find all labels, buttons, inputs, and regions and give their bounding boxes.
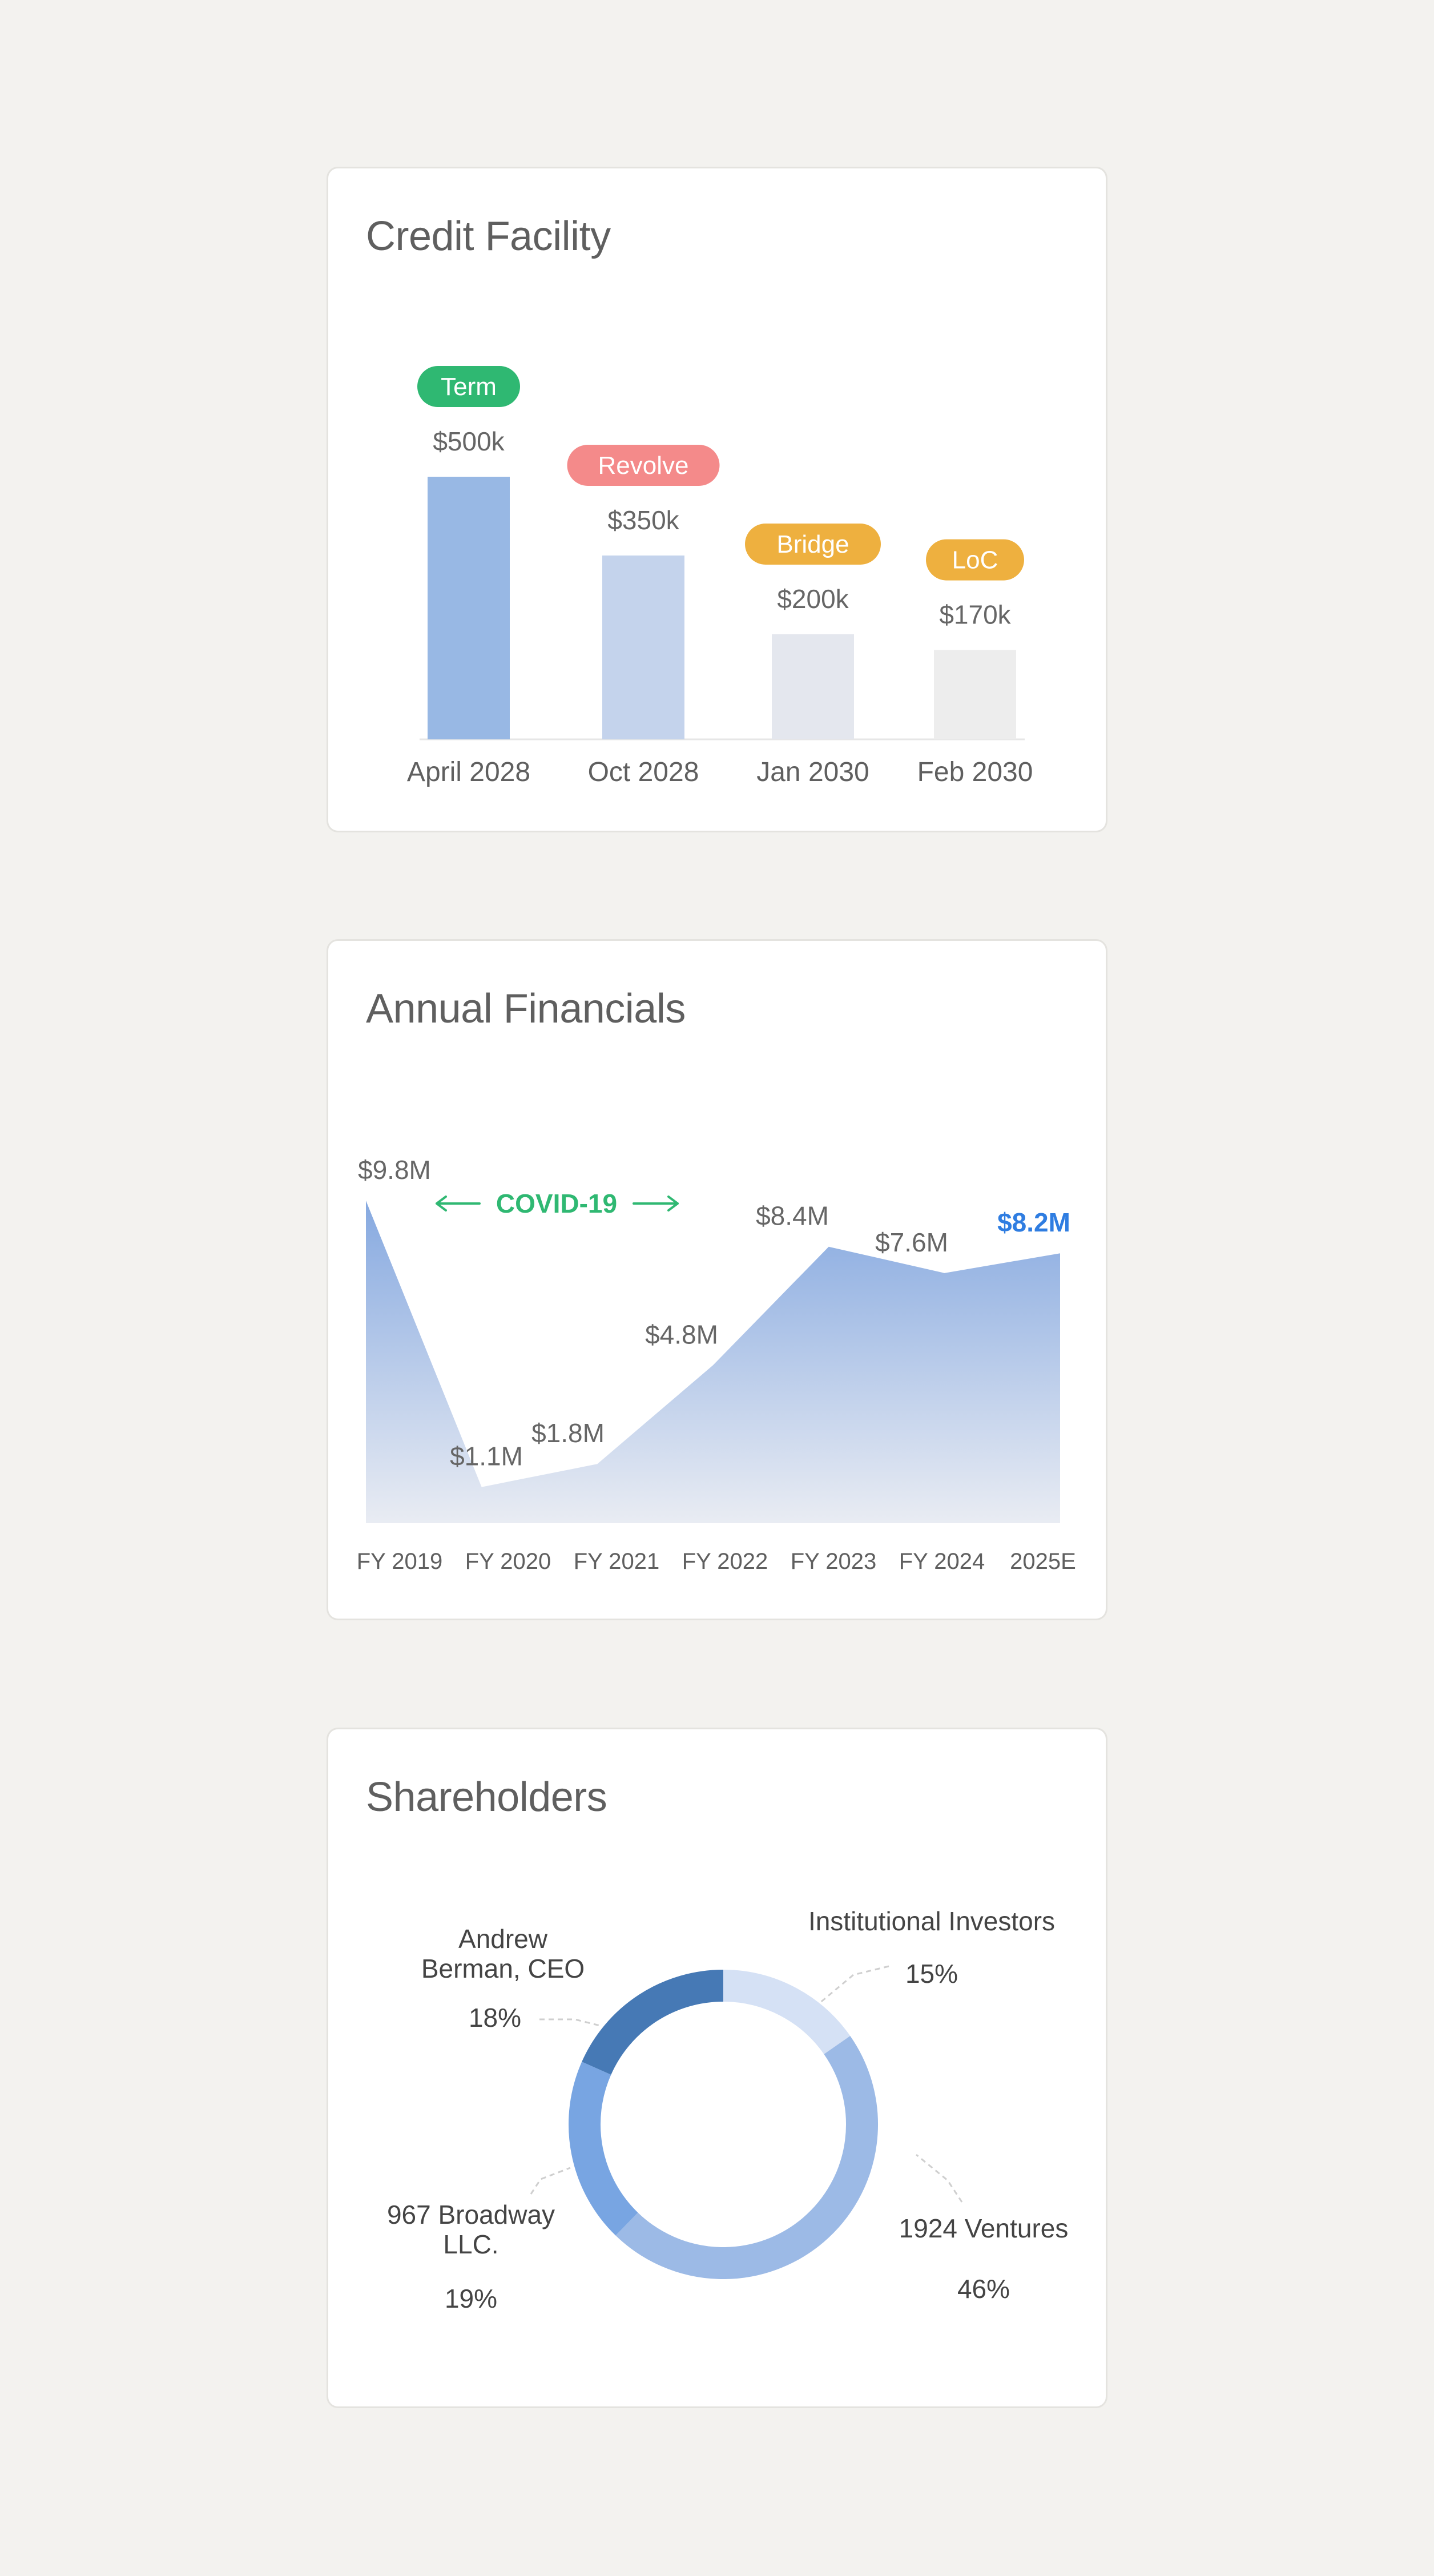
bar-tag-label: LoC [952,546,998,574]
area-x-tick-label: FY 2023 [791,1549,877,1574]
area-value-label: $8.4M [756,1201,829,1231]
donut-slice [569,2062,638,2236]
area-value-label: $7.6M [875,1227,948,1257]
donut-slice-label: 967 Broadway [387,2200,555,2229]
bar-category-label: April 2028 [407,757,530,787]
area-value-label: $9.8M [358,1155,431,1185]
bar [772,634,854,739]
bar-value-label: $500k [433,426,505,456]
credit-facility-chart: $500k Term April 2028 $350k Revolve Oct 2028 $… [407,366,1033,787]
shareholders-card: Shareholders Institutional Investors 15% 1… [327,1728,1107,2408]
area-x-tick-label: FY 2019 [357,1549,443,1574]
bar-tag-label: Bridge [776,530,849,558]
donut-slice-label: Institutional Investors [808,1906,1055,1936]
area-series [366,1201,1060,1523]
bar-category-label: Jan 2030 [756,757,869,787]
area-x-tick-label: FY 2022 [682,1549,768,1574]
area-x-tick-label: FY 2024 [899,1549,985,1574]
bar [934,650,1016,739]
bar-category-label: Oct 2028 [588,757,699,787]
area-value-label: $4.8M [645,1319,718,1349]
donut-leader-line [916,2154,963,2203]
bar-value-label: $170k [939,600,1011,630]
area-x-tick-label: FY 2020 [465,1549,551,1574]
donut-slice [723,1970,851,2055]
donut-slice-label: 1924 Ventures [899,2213,1069,2243]
area-value-label: $8.2M [997,1208,1070,1237]
covid-annotation-label: COVID-19 [496,1189,617,1218]
shareholders-title: Shareholders [366,1774,607,1820]
donut-slice-value: 15% [905,1959,958,1989]
bar [428,477,510,739]
annual-financials-chart: $9.8M $1.1M $1.8M $4.8M $8.4M $7.6M $8.2M FY 20… [357,1155,1076,1574]
bar-tag-label: Term [441,373,497,401]
bar-tag-label: Revolve [598,452,689,480]
donut-slice-value: 18% [469,2003,521,2032]
donut-slice [615,2035,878,2279]
annual-financials-title: Annual Financials [366,986,686,1032]
covid-right-arrow [633,1196,679,1211]
donut-slice-label: Andrew [458,1924,548,1954]
shareholders-chart: Institutional Investors 15% 1924 Ventures 4… [387,1906,1069,2313]
bar-category-label: Feb 2030 [917,757,1033,787]
donut-slice-label: Berman, CEO [421,1954,585,1983]
area-x-tick-label: FY 2021 [574,1549,660,1574]
donut-slice-label: LLC. [443,2229,498,2259]
credit-facility-title: Credit Facility [366,214,611,259]
donut-slice-value: 46% [957,2274,1010,2304]
bar-tag-pill [745,524,881,565]
area-value-label: $1.1M [450,1442,523,1471]
bar-value-label: $350k [607,505,679,535]
credit-facility-card: Credit Facility $500k Term April 2028 $350k… [327,167,1107,832]
donut-leader-line [539,2018,603,2027]
bar-tag-pill [926,539,1024,581]
donut-slice-value: 19% [445,2284,497,2313]
bar-value-label: $200k [777,584,849,614]
covid-left-arrow [436,1196,481,1211]
donut-slice [582,1970,724,2075]
donut-leader-line [819,1965,889,2005]
bar-tag-pill [417,366,520,407]
area-value-label: $1.8M [531,1418,605,1448]
area-x-tick-label: 2025E [1010,1549,1076,1574]
bar [602,556,684,739]
bar-tag-pill [567,445,720,486]
annual-financials-card: Annual Financials $9.8M $1.1M $1.8M $4.8M $8… [327,939,1107,1620]
donut-leader-line [530,2167,571,2195]
